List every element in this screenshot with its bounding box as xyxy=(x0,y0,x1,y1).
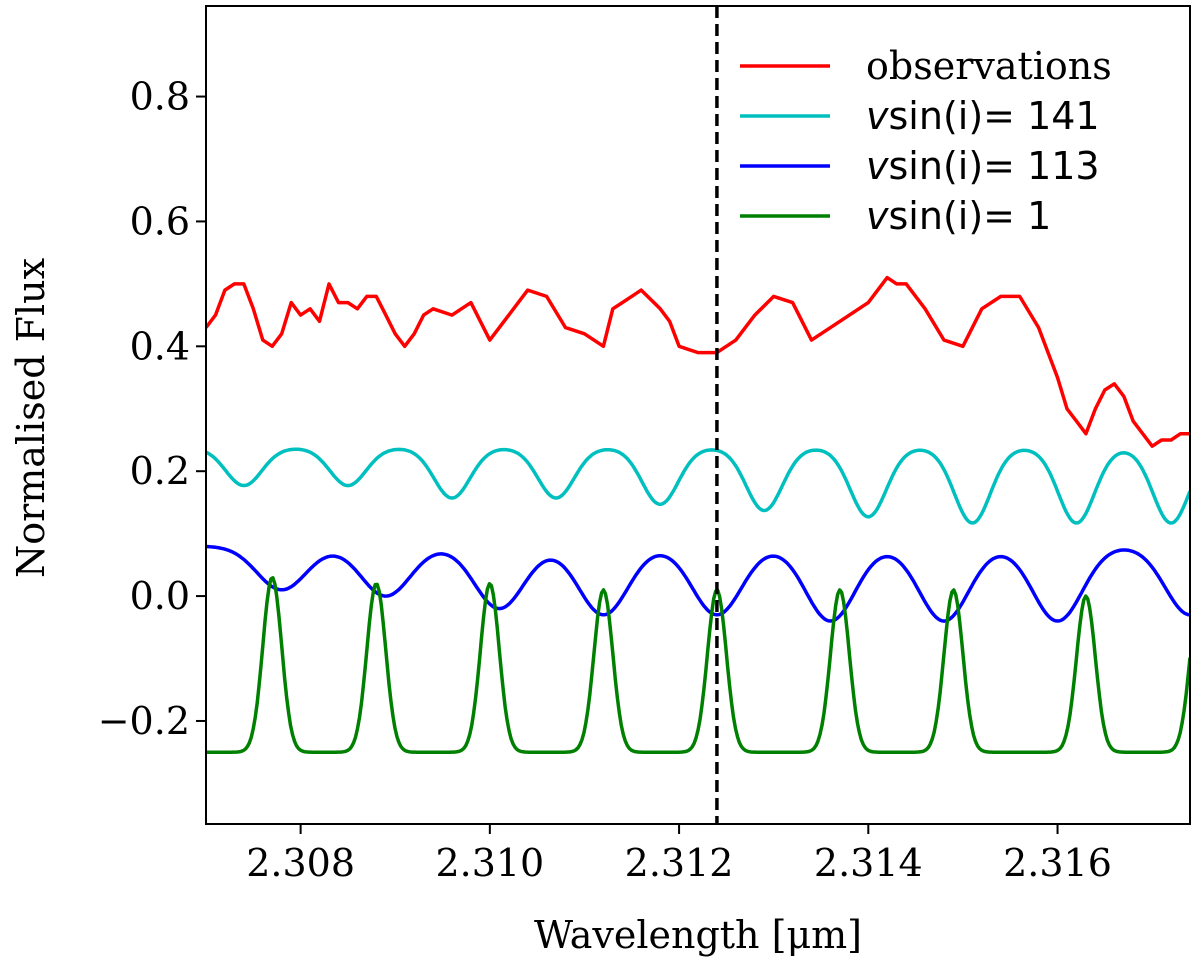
y-tick-label: −0.2 xyxy=(98,699,190,743)
y-tick-label: 0.4 xyxy=(130,324,190,368)
series-line-observations xyxy=(206,275,1190,448)
x-tick-label: 2.308 xyxy=(246,841,355,885)
series-line-vsini_113 xyxy=(206,544,1190,623)
series-line-vsini_141 xyxy=(206,447,1190,525)
y-tick-label: 0.0 xyxy=(130,574,190,618)
x-tick-label: 2.314 xyxy=(814,841,923,885)
series-layer xyxy=(206,275,1190,754)
y-axis-label: Normalised Flux xyxy=(9,258,53,578)
y-tick-label: 0.8 xyxy=(130,75,190,119)
x-tick-label: 2.316 xyxy=(1003,841,1112,885)
legend-label-vsini_141: vsin(i)= 141 xyxy=(866,94,1100,138)
x-axis-label: Wavelength [μm] xyxy=(534,913,862,957)
ticks-layer: 2.308 2.310 2.312 2.314 2.316 −0.2 0.0 0.2 0.4 0.… xyxy=(98,75,1112,885)
legend: observations vsin(i)= 141 vsin(i)= 113 vsin… xyxy=(740,44,1112,238)
y-tick-label: 0.2 xyxy=(130,449,190,493)
legend-label-observations: observations xyxy=(866,44,1112,88)
plot-frame xyxy=(205,5,1191,825)
x-tick-label: 2.312 xyxy=(625,841,734,885)
y-tick-label: 0.6 xyxy=(130,199,190,243)
legend-label-vsini_1: vsin(i)= 1 xyxy=(866,194,1051,238)
legend-label-vsini_113: vsin(i)= 113 xyxy=(866,144,1100,188)
series-line-vsini_1 xyxy=(206,576,1190,754)
x-tick-label: 2.310 xyxy=(435,841,544,885)
